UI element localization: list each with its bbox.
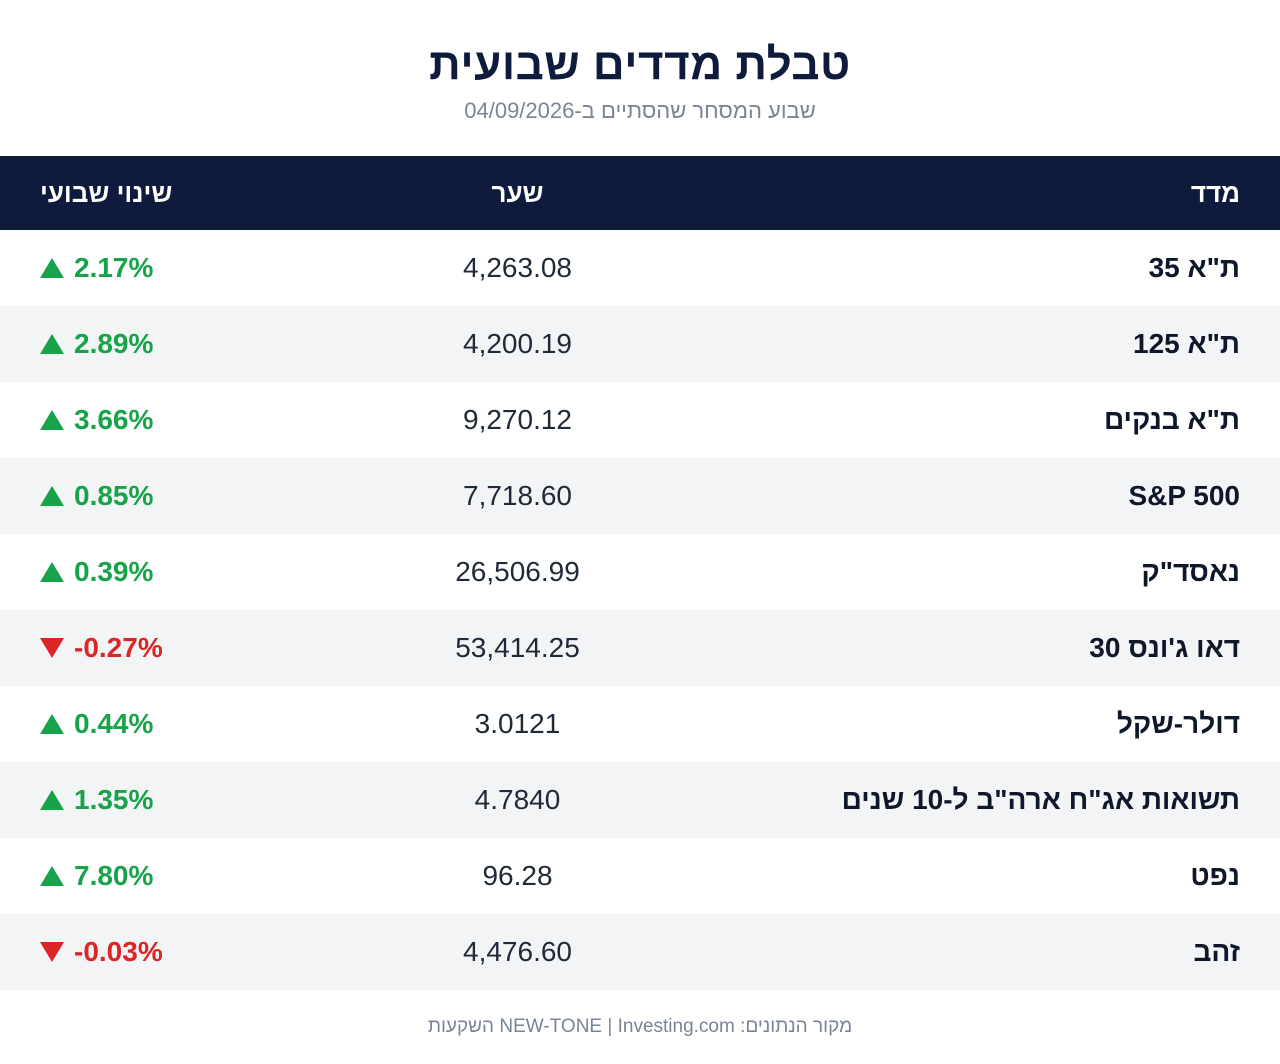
change-value: 0.44% xyxy=(74,707,154,739)
index-price: 4,476.60 xyxy=(463,936,572,967)
index-change-cell: -0.03% xyxy=(0,914,395,990)
change-value: 2.17% xyxy=(74,251,154,283)
change-value: 1.35% xyxy=(74,783,154,815)
index-name: זהב xyxy=(1193,936,1240,967)
table-row: S&P 500 7,718.60 0.85% xyxy=(0,458,1280,534)
change-indicator: 2.89% xyxy=(40,328,153,360)
table-row: נאסד"ק 26,506.99 0.39% xyxy=(0,534,1280,610)
index-name: ת"א בנקים xyxy=(1103,404,1240,435)
table-body: ת"א 35 4,263.08 2.17% ת"א 125 4,200.19 2.89% ת… xyxy=(0,230,1280,990)
triangle-up-icon xyxy=(40,713,64,734)
table-row: דאו ג'ונס 30 53,414.25 -0.27% xyxy=(0,610,1280,686)
table-row: זהב 4,476.60 -0.03% xyxy=(0,914,1280,990)
triangle-up-icon xyxy=(40,865,64,886)
index-price: 53,414.25 xyxy=(455,632,580,663)
index-price: 4,200.19 xyxy=(463,328,572,359)
index-change-cell: 0.39% xyxy=(0,534,395,610)
change-indicator: -0.03% xyxy=(40,936,163,968)
triangle-up-icon xyxy=(40,257,64,278)
change-indicator: 7.80% xyxy=(40,860,153,892)
change-value: 3.66% xyxy=(74,403,154,435)
table-header-row: מדד שער שינוי שבועי xyxy=(0,156,1280,230)
table-row: נפט 96.28 7.80% xyxy=(0,838,1280,914)
change-value: 0.39% xyxy=(74,555,154,587)
table-row: תשואות אג"ח ארה"ב ל-10 שנים 4.7840 1.35% xyxy=(0,762,1280,838)
page-subtitle: שבוע המסחר שהסתיים ב-04/09/2026 xyxy=(464,98,816,123)
index-change-cell: 7.80% xyxy=(0,838,395,914)
change-indicator: 1.35% xyxy=(40,784,153,816)
change-indicator: 0.85% xyxy=(40,480,153,512)
source-footer: מקור הנתונים: NEW-TONE | Investing.com ה… xyxy=(0,990,1280,1064)
index-name: דאו ג'ונס 30 xyxy=(1089,632,1240,663)
index-name: דולר-שקל xyxy=(1116,708,1240,739)
indices-table: מדד שער שינוי שבועי ת"א 35 4,263.08 2.17% ת… xyxy=(0,156,1280,990)
index-price: 96.28 xyxy=(482,860,553,891)
change-indicator: 0.39% xyxy=(40,556,153,588)
index-price: 7,718.60 xyxy=(463,480,572,511)
column-header-name: מדד xyxy=(1190,177,1240,208)
triangle-up-icon xyxy=(40,333,64,354)
triangle-up-icon xyxy=(40,789,64,810)
change-indicator: -0.27% xyxy=(40,632,163,664)
column-header-price: שער xyxy=(491,177,544,208)
index-name: תשואות אג"ח ארה"ב ל-10 שנים xyxy=(841,784,1240,815)
index-change-cell: 0.44% xyxy=(0,686,395,762)
table-row: דולר-שקל 3.0121 0.44% xyxy=(0,686,1280,762)
index-price: 4,263.08 xyxy=(463,252,572,283)
column-header-change: שינוי שבועי xyxy=(40,177,173,208)
triangle-up-icon xyxy=(40,485,64,506)
table-row: ת"א בנקים 9,270.12 3.66% xyxy=(0,382,1280,458)
index-name: נאסד"ק xyxy=(1141,556,1240,587)
change-indicator: 2.17% xyxy=(40,252,153,284)
change-value: 0.85% xyxy=(74,479,154,511)
index-name: ת"א 35 xyxy=(1148,252,1240,283)
triangle-up-icon xyxy=(40,409,64,430)
index-name: נפט xyxy=(1190,860,1240,891)
index-change-cell: -0.27% xyxy=(0,610,395,686)
change-indicator: 3.66% xyxy=(40,404,153,436)
triangle-up-icon xyxy=(40,561,64,582)
change-value: -0.03% xyxy=(74,935,163,967)
index-change-cell: 2.17% xyxy=(0,230,395,306)
change-value: 7.80% xyxy=(74,859,154,891)
page-title: טבלת מדדים שבועית xyxy=(429,40,851,89)
index-name: ת"א 125 xyxy=(1133,328,1240,359)
index-change-cell: 0.85% xyxy=(0,458,395,534)
index-price: 4.7840 xyxy=(474,784,561,815)
source-text: מקור הנתונים: NEW-TONE | Investing.com ה… xyxy=(427,1016,853,1037)
table-header: מדד שער שינוי שבועי xyxy=(0,156,1280,230)
triangle-down-icon xyxy=(40,637,64,658)
table-row: ת"א 125 4,200.19 2.89% xyxy=(0,306,1280,382)
index-name: S&P 500 xyxy=(1128,480,1240,511)
index-change-cell: 3.66% xyxy=(0,382,395,458)
triangle-down-icon xyxy=(40,941,64,962)
index-change-cell: 2.89% xyxy=(0,306,395,382)
page-header: טבלת מדדים שבועית שבוע המסחר שהסתיים ב-0… xyxy=(0,0,1280,156)
change-indicator: 0.44% xyxy=(40,708,153,740)
table-row: ת"א 35 4,263.08 2.17% xyxy=(0,230,1280,306)
index-change-cell: 1.35% xyxy=(0,762,395,838)
index-price: 9,270.12 xyxy=(463,404,572,435)
change-value: 2.89% xyxy=(74,327,154,359)
index-price: 3.0121 xyxy=(474,708,561,739)
index-price: 26,506.99 xyxy=(455,556,580,587)
change-value: -0.27% xyxy=(74,631,163,663)
